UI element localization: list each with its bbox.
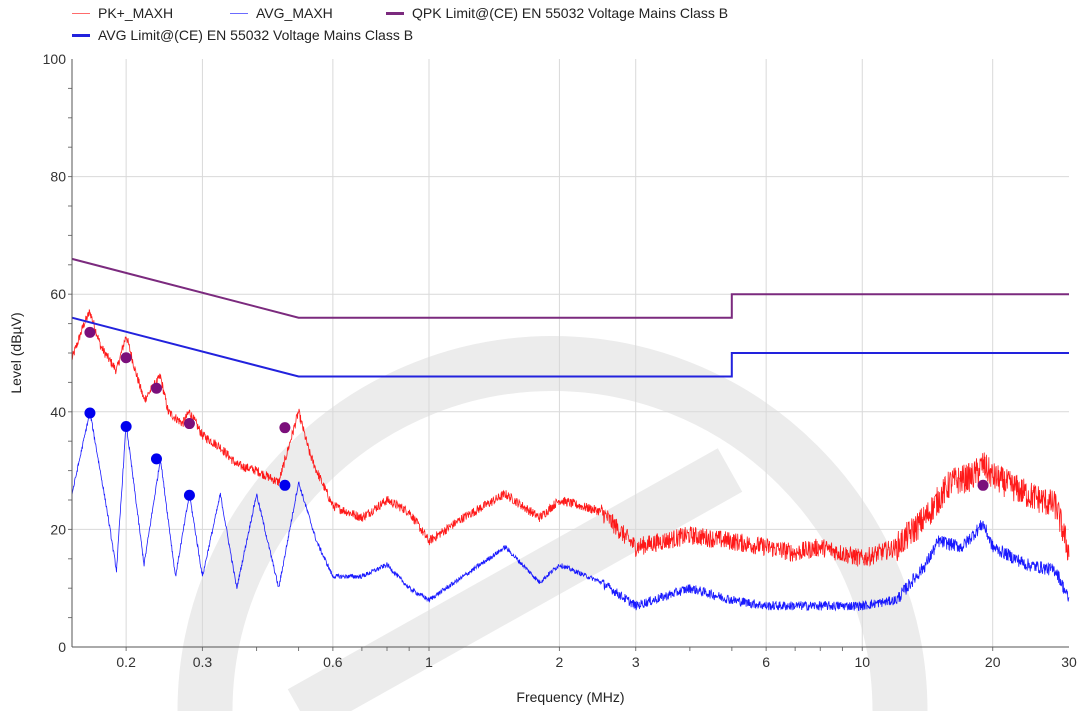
y-tick-label-2: 40: [50, 404, 66, 420]
y-axis-title: Level (dBµV): [8, 312, 24, 393]
marker-qpk-4: [279, 422, 291, 434]
x-tick-label-2: 0.6: [323, 654, 343, 670]
legend: PK+_MAXH AVG_MAXH QPK Limit@(CE) EN 5503…: [0, 0, 1083, 50]
marker-qpk-5: [977, 479, 989, 491]
x-tick-label-9: 30: [1061, 654, 1077, 670]
x-axis-title: Frequency (MHz): [516, 689, 624, 705]
marker-avg-0: [84, 407, 96, 419]
marker-avg-2: [150, 453, 162, 465]
legend-label-avg-limit: AVG Limit@(CE) EN 55032 Voltage Mains Cl…: [98, 27, 414, 43]
x-tick-labels: 0.2 0.3 0.6 1 2 3 6 10 20 30: [116, 654, 1077, 670]
legend-item-pk: PK+_MAXH: [72, 5, 173, 21]
marker-qpk-3: [183, 418, 195, 430]
series-layer: [71, 257, 1070, 612]
legend-label-qpk-limit: QPK Limit@(CE) EN 55032 Voltage Mains Cl…: [412, 5, 729, 21]
legend-label-avg: AVG_MAXH: [256, 5, 333, 21]
series-line-0: [71, 308, 1070, 567]
marker-qpk-2: [150, 382, 162, 394]
x-tick-label-4: 2: [556, 654, 564, 670]
y-tick-label-3: 60: [50, 286, 66, 302]
legend-item-qpk-limit: QPK Limit@(CE) EN 55032 Voltage Mains Cl…: [386, 5, 728, 21]
legend-item-avg-limit: AVG Limit@(CE) EN 55032 Voltage Mains Cl…: [72, 27, 413, 43]
axes: [71, 59, 1069, 648]
marker-qpk-1: [120, 352, 132, 364]
x-tick-label-6: 6: [762, 654, 770, 670]
series-line-1: [71, 410, 1070, 612]
legend-item-avg: AVG_MAXH: [230, 5, 333, 21]
marker-avg-4: [279, 479, 291, 491]
legend-swatch-avg: [230, 12, 248, 14]
legend-swatch-avg-limit: [72, 33, 90, 37]
marker-layer: [84, 326, 989, 501]
series-line-3: [71, 316, 1069, 378]
y-tick-label-5: 100: [43, 51, 67, 67]
y-tick-label-0: 0: [58, 639, 66, 655]
marker-avg-3: [183, 489, 195, 501]
marker-avg-1: [120, 421, 132, 432]
x-tick-label-5: 3: [632, 654, 640, 670]
y-tick-label-1: 20: [50, 521, 66, 537]
watermark-logo: [177, 336, 928, 711]
y-tick-label-4: 80: [50, 169, 66, 185]
marker-qpk-0: [84, 326, 96, 338]
legend-swatch-pk: [72, 12, 90, 14]
y-tick-labels: 0 20 40 60 80 100: [43, 51, 67, 655]
x-tick-label-7: 10: [854, 654, 870, 670]
legend-label-pk: PK+_MAXH: [98, 5, 174, 21]
x-tick-label-1: 0.3: [193, 654, 213, 670]
series-line-2: [71, 257, 1069, 319]
x-tick-label-0: 0.2: [116, 654, 136, 670]
x-tick-label-3: 1: [425, 654, 433, 670]
x-tick-label-8: 20: [985, 654, 1001, 670]
legend-swatch-qpk-limit: [386, 11, 404, 15]
